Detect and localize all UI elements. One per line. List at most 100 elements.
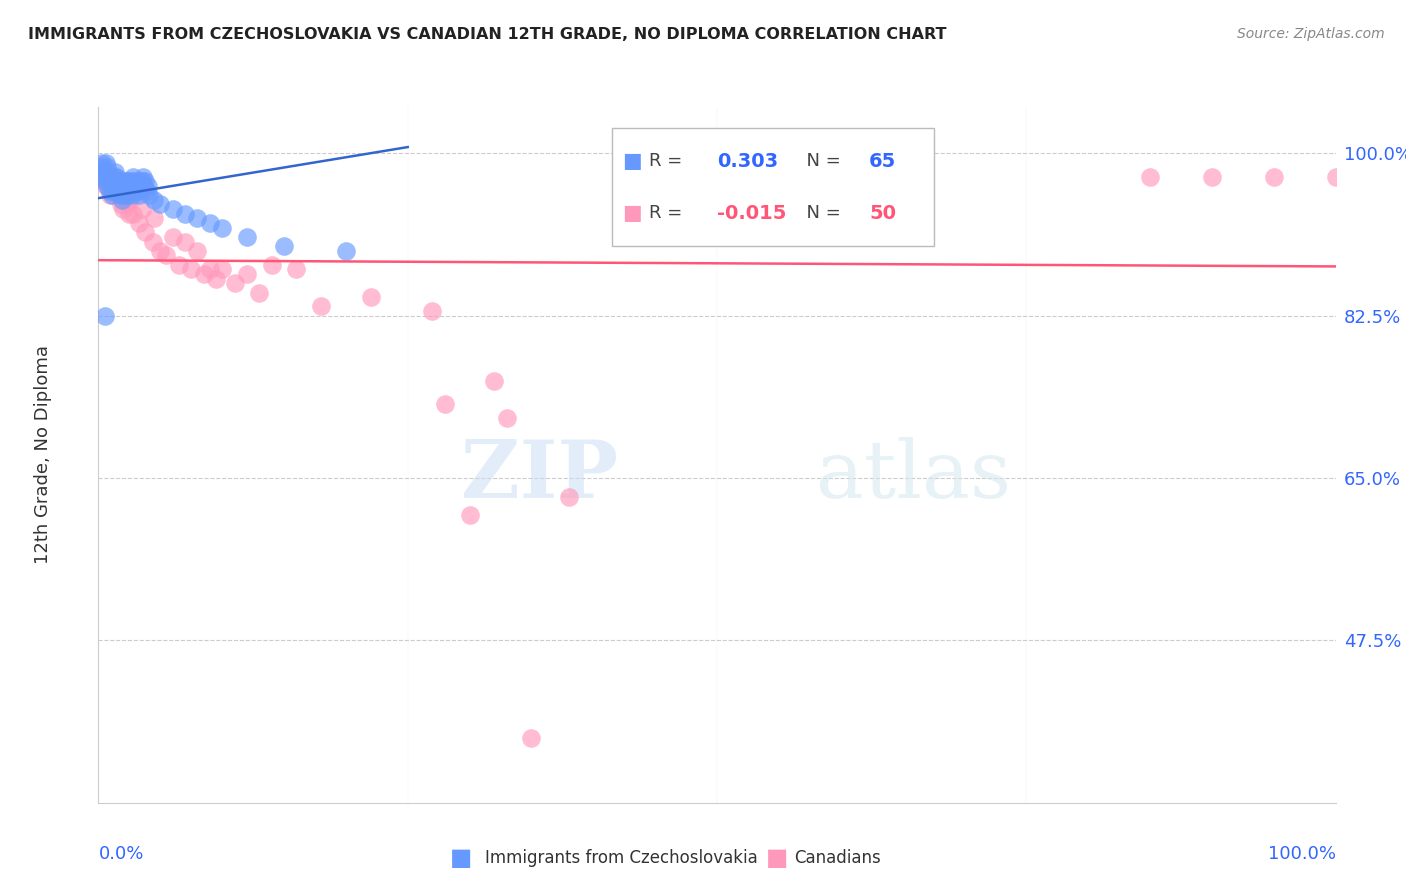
Point bbox=[107, 178, 129, 193]
Point bbox=[93, 174, 115, 188]
Point bbox=[101, 188, 124, 202]
Point bbox=[135, 184, 157, 198]
Point bbox=[186, 244, 208, 258]
Point bbox=[211, 220, 233, 235]
Point bbox=[91, 169, 114, 184]
Point bbox=[174, 235, 197, 249]
Point bbox=[134, 225, 156, 239]
Text: R =: R = bbox=[650, 152, 688, 170]
Point bbox=[103, 184, 125, 198]
Point bbox=[118, 207, 141, 221]
Point bbox=[98, 188, 121, 202]
Point bbox=[1263, 169, 1285, 184]
Point bbox=[93, 165, 115, 179]
Point bbox=[1324, 169, 1347, 184]
FancyBboxPatch shape bbox=[612, 128, 934, 246]
Point bbox=[115, 174, 138, 188]
Text: 12th Grade, No Diploma: 12th Grade, No Diploma bbox=[34, 345, 52, 565]
Point bbox=[136, 178, 159, 193]
Point bbox=[120, 184, 142, 198]
Point bbox=[94, 178, 117, 193]
Point bbox=[143, 193, 166, 207]
Point bbox=[117, 174, 139, 188]
Point bbox=[90, 161, 112, 175]
Point bbox=[149, 244, 172, 258]
Point bbox=[198, 262, 221, 277]
Point bbox=[131, 174, 153, 188]
Text: 100.0%: 100.0% bbox=[1268, 845, 1336, 863]
Point bbox=[309, 300, 332, 314]
Point bbox=[458, 508, 481, 523]
Point bbox=[93, 169, 115, 184]
Point bbox=[162, 230, 184, 244]
Point bbox=[236, 230, 259, 244]
Point bbox=[180, 262, 202, 277]
Point bbox=[91, 169, 114, 184]
Point bbox=[97, 165, 120, 179]
Point bbox=[124, 174, 146, 188]
Text: atlas: atlas bbox=[815, 437, 1011, 515]
Text: ■: ■ bbox=[766, 847, 789, 870]
Point bbox=[112, 174, 135, 188]
Point bbox=[149, 197, 172, 211]
Point bbox=[224, 277, 246, 291]
Point bbox=[96, 178, 118, 193]
Point bbox=[105, 174, 128, 188]
Text: ■: ■ bbox=[450, 847, 472, 870]
Point bbox=[101, 178, 124, 193]
Text: 0.303: 0.303 bbox=[717, 152, 778, 170]
Point bbox=[167, 258, 190, 272]
Text: N =: N = bbox=[794, 204, 846, 222]
Text: Canadians: Canadians bbox=[794, 849, 882, 867]
Point bbox=[121, 174, 143, 188]
Text: 50: 50 bbox=[869, 203, 896, 223]
Point bbox=[100, 174, 122, 188]
Point bbox=[112, 188, 135, 202]
Point bbox=[122, 169, 145, 184]
Point bbox=[433, 397, 456, 411]
Point bbox=[108, 184, 131, 198]
Point bbox=[97, 178, 120, 193]
Point bbox=[247, 285, 270, 300]
Point bbox=[111, 184, 134, 198]
Point bbox=[131, 202, 153, 216]
Point bbox=[1201, 169, 1223, 184]
Point bbox=[520, 731, 543, 745]
Point bbox=[118, 178, 141, 193]
Point bbox=[96, 161, 118, 175]
Point bbox=[122, 207, 145, 221]
Point bbox=[103, 174, 125, 188]
Text: ■: ■ bbox=[621, 151, 641, 171]
Point bbox=[103, 165, 125, 179]
Point bbox=[115, 188, 138, 202]
Text: -0.015: -0.015 bbox=[717, 203, 786, 223]
Point bbox=[422, 304, 444, 318]
Point bbox=[118, 193, 141, 207]
Point bbox=[98, 169, 121, 184]
Point bbox=[121, 188, 143, 202]
Point bbox=[124, 178, 146, 193]
Point bbox=[484, 374, 506, 388]
Point bbox=[91, 155, 114, 169]
Point bbox=[143, 211, 166, 226]
Point bbox=[155, 248, 177, 262]
Text: N =: N = bbox=[794, 152, 846, 170]
Point bbox=[105, 178, 128, 193]
Point bbox=[110, 188, 132, 202]
Point bbox=[105, 174, 128, 188]
Point bbox=[98, 184, 121, 198]
Point bbox=[174, 207, 197, 221]
Point bbox=[162, 202, 184, 216]
Point bbox=[128, 216, 150, 230]
Point bbox=[117, 197, 139, 211]
Point bbox=[127, 184, 149, 198]
Point bbox=[103, 169, 125, 184]
Point bbox=[108, 178, 131, 193]
Point bbox=[125, 184, 148, 198]
Point bbox=[236, 267, 259, 281]
Point bbox=[134, 178, 156, 193]
Point bbox=[93, 309, 115, 323]
Text: Source: ZipAtlas.com: Source: ZipAtlas.com bbox=[1237, 27, 1385, 41]
Point bbox=[186, 211, 208, 226]
Point bbox=[1139, 169, 1161, 184]
